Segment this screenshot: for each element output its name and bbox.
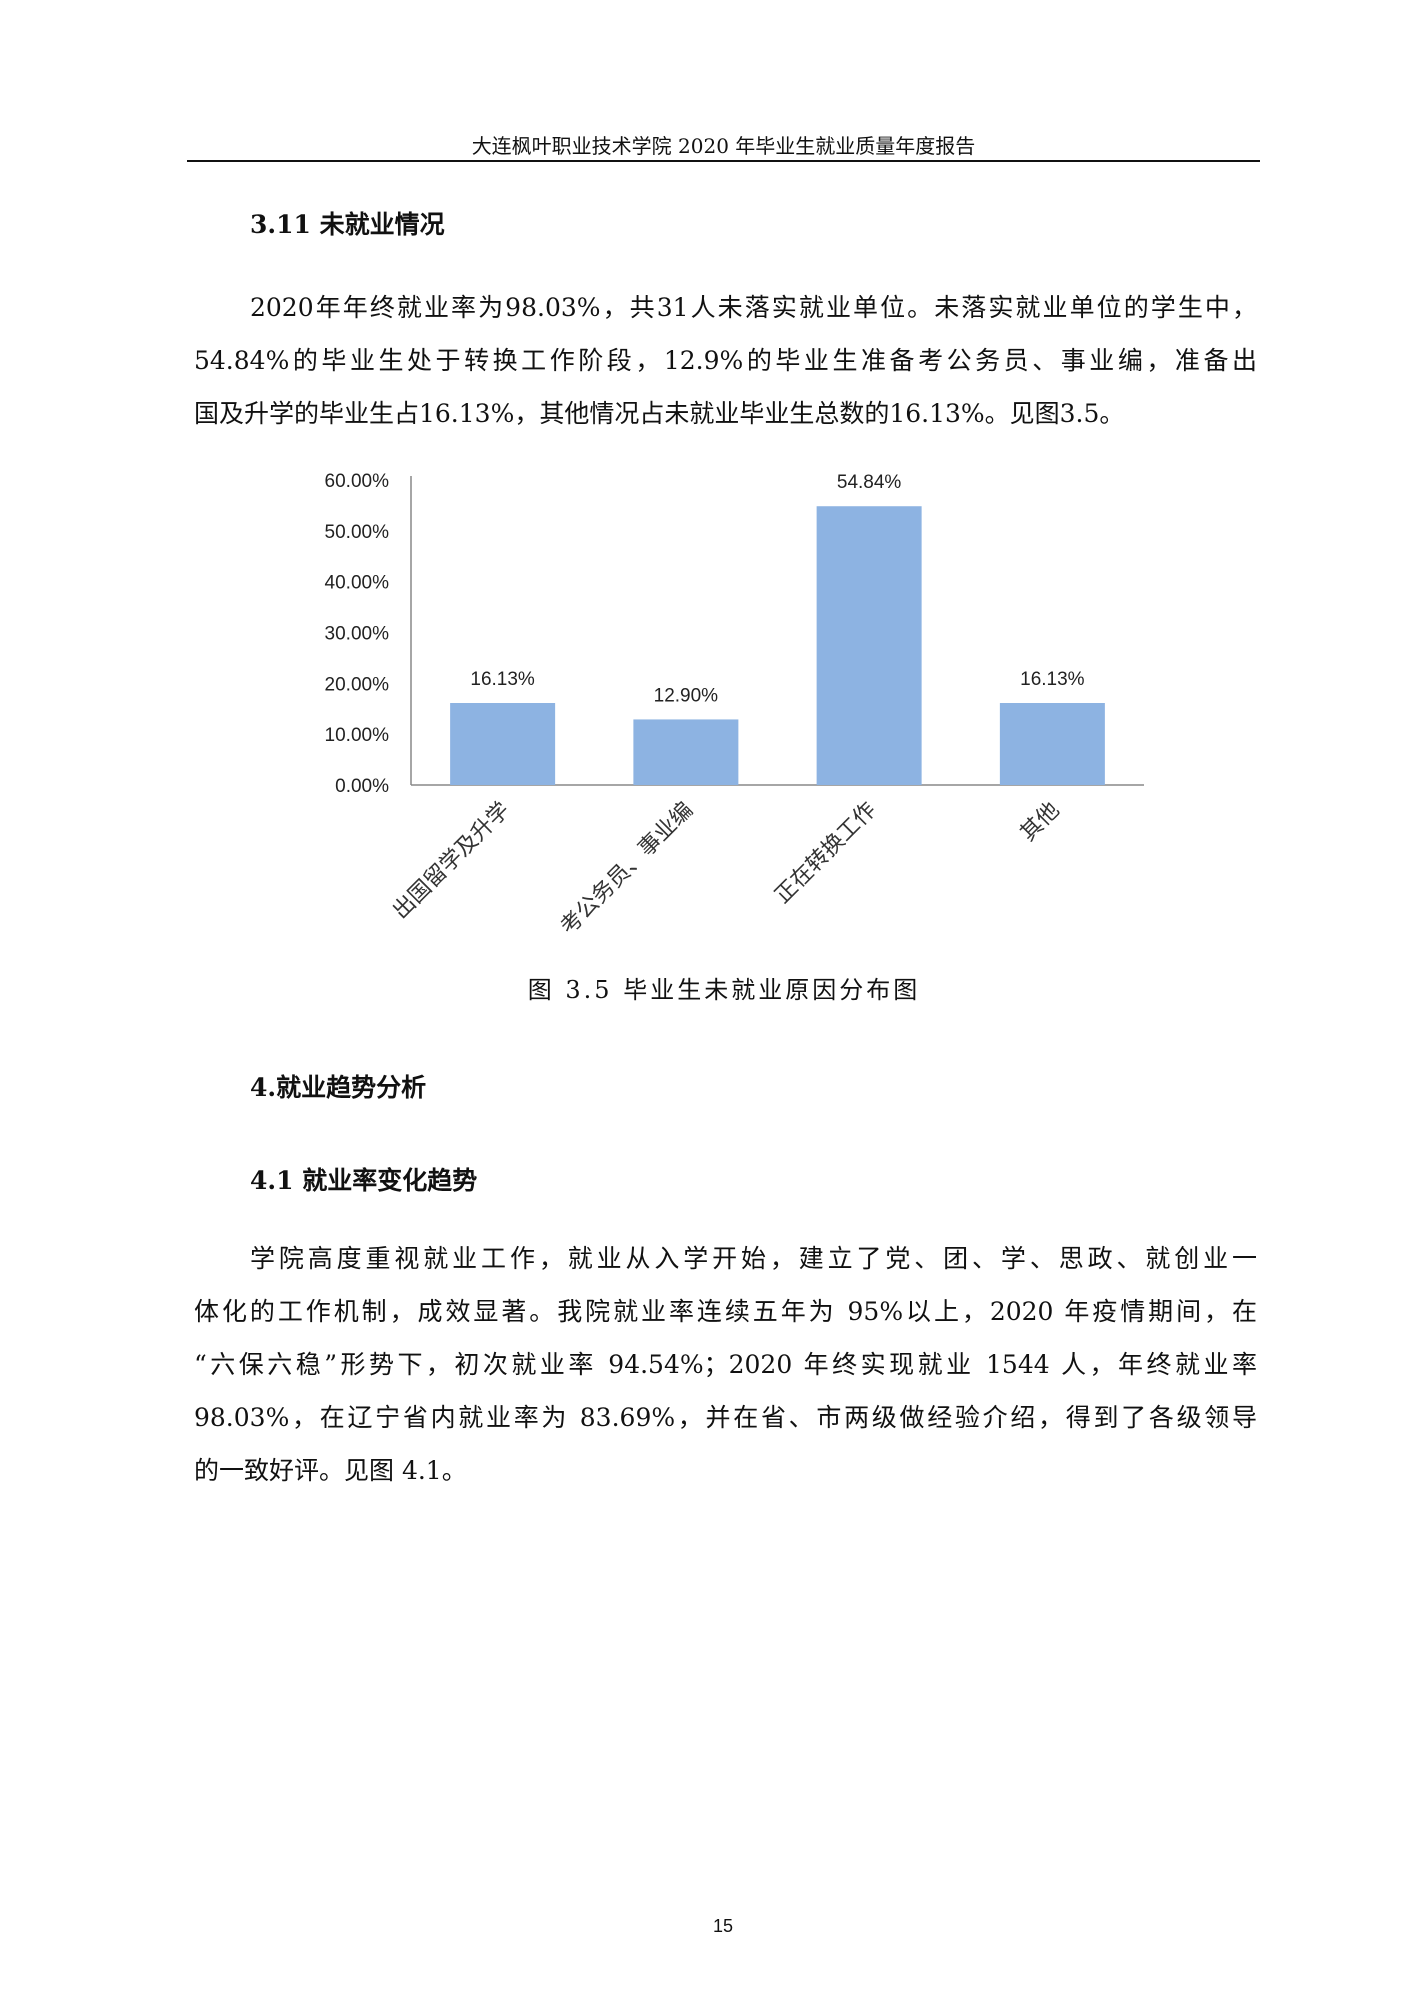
bar — [633, 719, 739, 785]
y-tick-label: 20.00% — [325, 674, 390, 695]
section-heading-3-11: 3.11 未就业情况 — [250, 210, 445, 239]
data-label: 16.13% — [1020, 669, 1085, 690]
data-label: 16.13% — [470, 669, 535, 690]
section-heading-4: 4.就业趋势分析 — [250, 1073, 427, 1102]
header-divider — [187, 160, 1260, 162]
figure-caption: 图 3.5 毕业生未就业原因分布图 — [527, 976, 921, 1004]
data-label: 12.90% — [654, 685, 719, 706]
text-line: 98.03%，在辽宁省内就业率为 83.69%，并在省、市两级做经验介绍，得到了… — [194, 1403, 1257, 1432]
text-line: 54.84%的毕业生处于转换工作阶段，12.9%的毕业生准备考公务员、事业编，准… — [194, 346, 1257, 375]
bar — [450, 703, 556, 785]
y-tick-label: 30.00% — [325, 624, 390, 645]
data-label: 54.84% — [837, 472, 902, 493]
x-tick-label: 出国留学及升学 — [388, 797, 515, 924]
y-tick-label: 10.00% — [325, 725, 390, 746]
x-tick-label: 正在转换工作 — [770, 797, 881, 908]
running-header: 大连枫叶职业技术学院 2020 年毕业生就业质量年度报告 — [471, 134, 976, 158]
y-tick-label: 50.00% — [325, 522, 390, 543]
text-line: 学院高度重视就业工作，就业从入学开始，建立了党、团、学、思政、就创业一 — [250, 1244, 1257, 1273]
text-line: 2020年年终就业率为98.03%，共31人未落实就业单位。未落实就业单位的学生… — [250, 293, 1257, 322]
text-line: 国及升学的毕业生占16.13%，其他情况占未就业毕业生总数的16.13%。见图3… — [194, 399, 1125, 428]
section-heading-4-1: 4.1 就业率变化趋势 — [250, 1166, 478, 1195]
bar — [816, 506, 922, 785]
x-tick-label: 考公务员、事业编 — [555, 797, 697, 939]
bar — [999, 703, 1105, 785]
text-line: 的一致好评。见图 4.1。 — [194, 1456, 467, 1485]
y-tick-label: 60.00% — [325, 471, 390, 492]
text-line: “六保六稳”形势下，初次就业率 94.54%；2020 年终实现就业 1544 … — [194, 1350, 1257, 1379]
text-line: 体化的工作机制，成效显著。我院就业率连续五年为 95%以上，2020 年疫情期间… — [194, 1297, 1257, 1326]
paragraph-unemployment: 2020年年终就业率为98.03%，共31人未落实就业单位。未落实就业单位的学生… — [194, 281, 1257, 440]
x-tick-label: 其他 — [1015, 797, 1064, 846]
page-number: 15 — [712, 1916, 734, 1936]
y-tick-label: 40.00% — [325, 573, 390, 594]
y-tick-label: 0.00% — [335, 776, 389, 797]
paragraph-trend: 学院高度重视就业工作，就业从入学开始，建立了党、团、学、思政、就创业一 体化的工… — [194, 1232, 1257, 1497]
